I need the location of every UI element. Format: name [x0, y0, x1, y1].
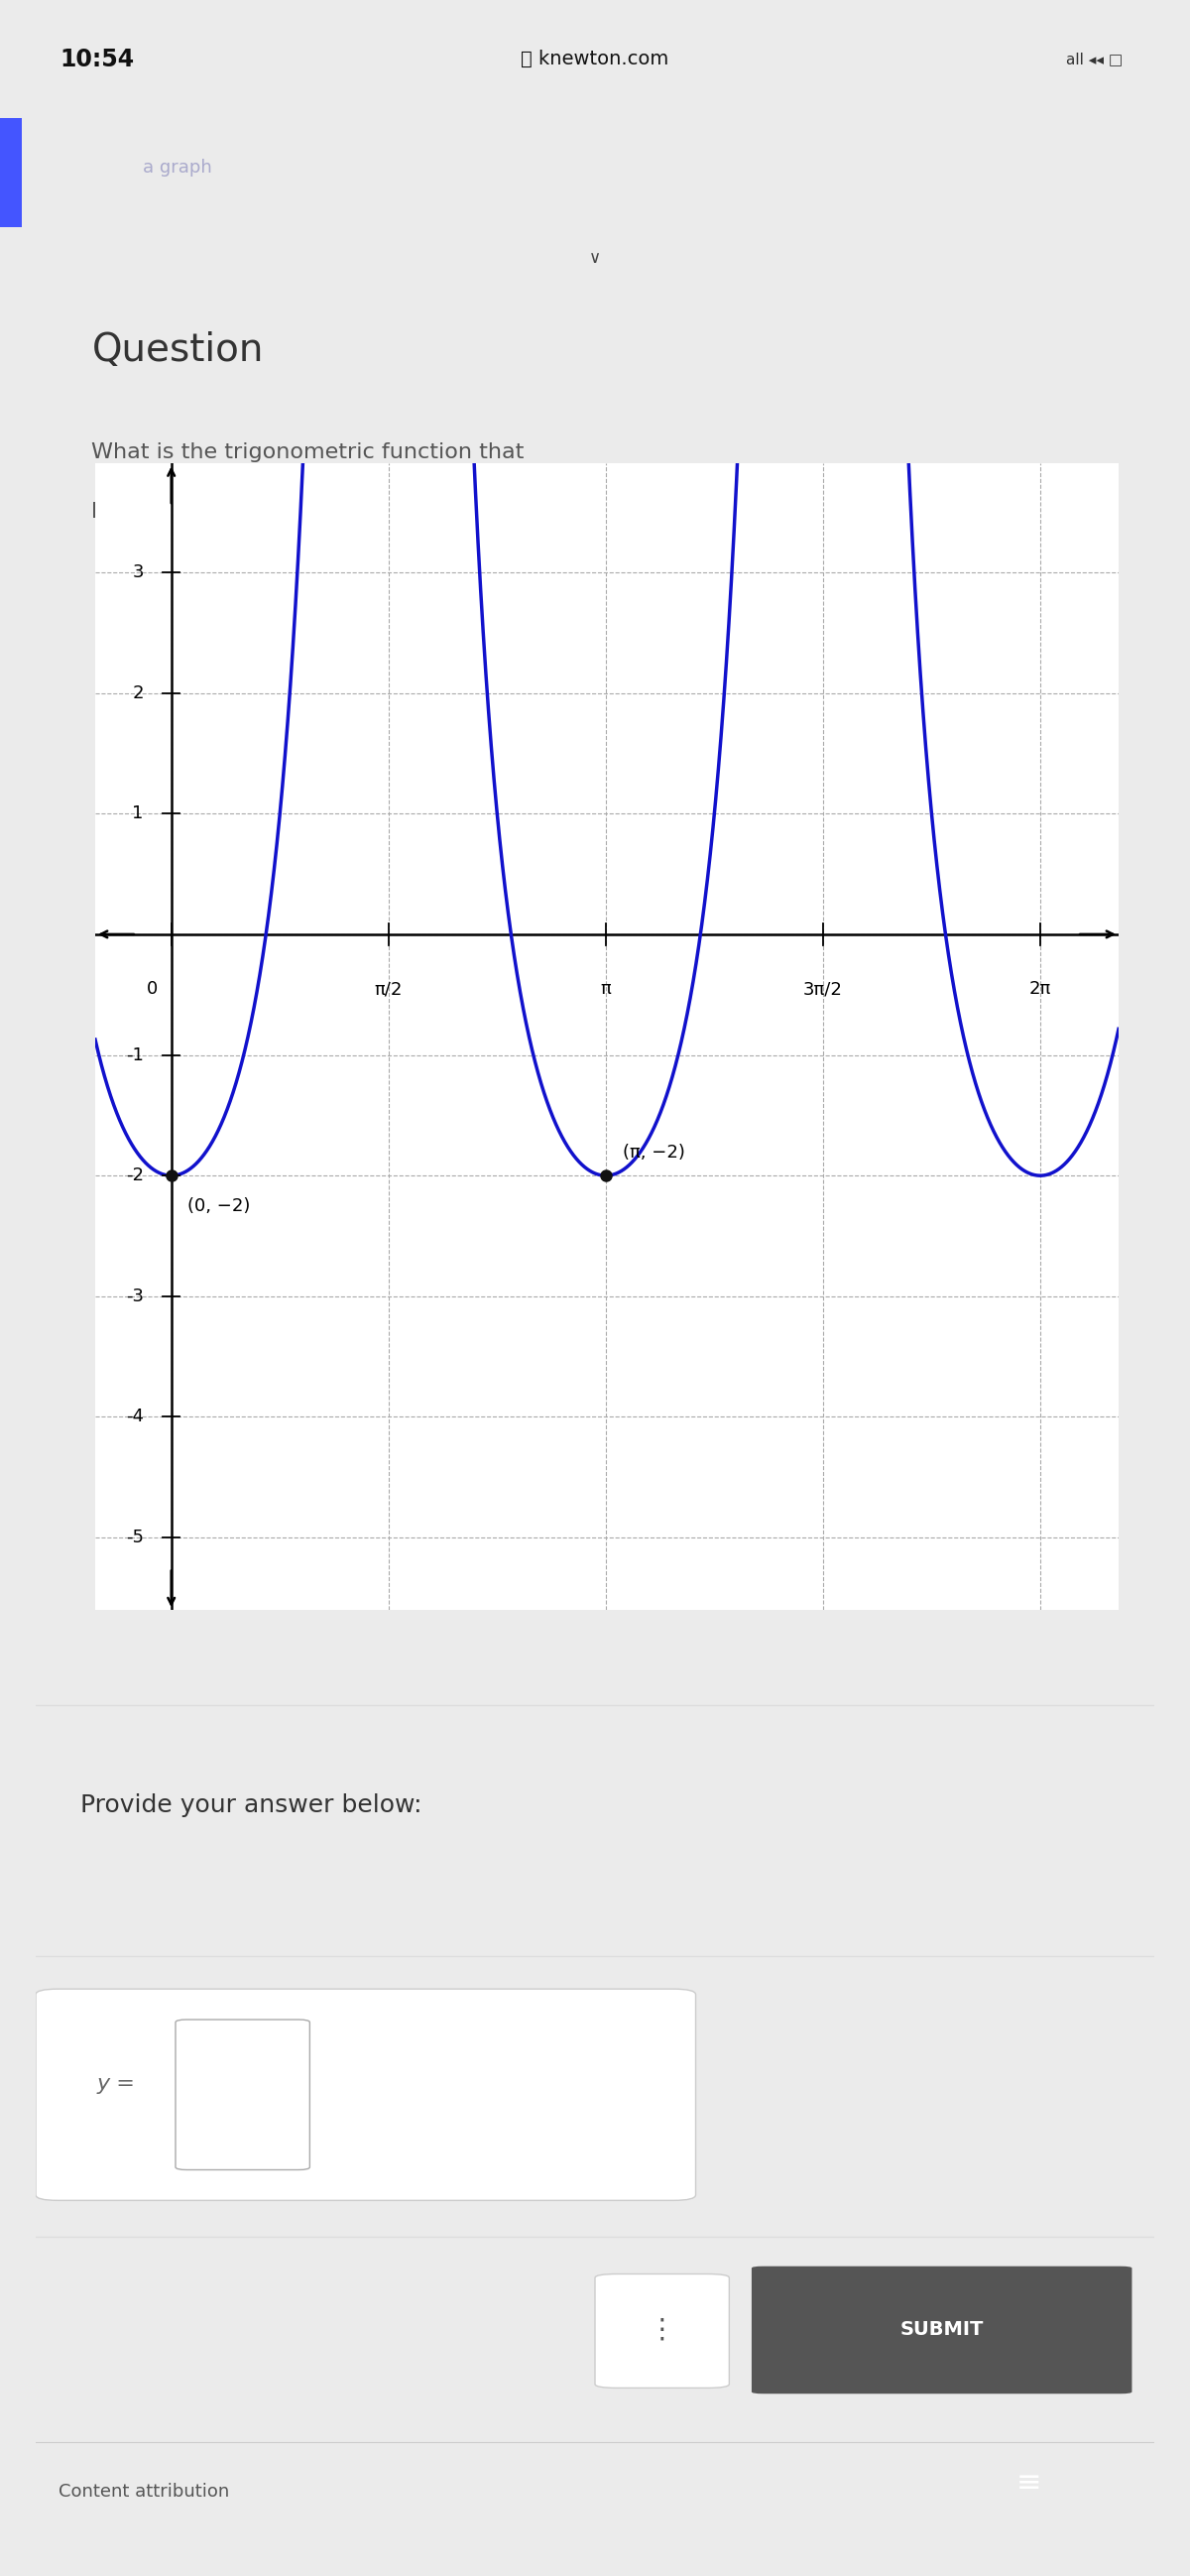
Text: -1: -1	[126, 1046, 144, 1064]
Text: ⋮: ⋮	[649, 2316, 676, 2344]
Text: produces the graph given below?: produces the graph given below?	[92, 497, 459, 518]
Text: 🔒 knewton.com: 🔒 knewton.com	[521, 49, 669, 70]
Text: Provide your answer below:: Provide your answer below:	[81, 1793, 422, 1816]
Text: 1: 1	[132, 804, 144, 822]
FancyBboxPatch shape	[752, 2267, 1132, 2393]
Text: SUBMIT: SUBMIT	[900, 2321, 984, 2339]
Text: -4: -4	[126, 1409, 144, 1427]
Text: Content attribution: Content attribution	[58, 2483, 228, 2501]
Text: 2π: 2π	[1029, 979, 1051, 997]
Text: Question: Question	[92, 332, 263, 368]
FancyBboxPatch shape	[36, 1989, 696, 2200]
Text: π/2: π/2	[375, 979, 402, 997]
Text: 2: 2	[132, 685, 144, 701]
Text: What is the trigonometric function that: What is the trigonometric function that	[92, 443, 525, 461]
FancyBboxPatch shape	[595, 2275, 729, 2388]
Text: 3: 3	[132, 564, 144, 582]
Text: 3π/2: 3π/2	[803, 979, 843, 997]
Bar	[0, 118, 21, 227]
Text: (π, −2): (π, −2)	[622, 1144, 684, 1162]
Text: ∨: ∨	[589, 250, 601, 268]
Text: π: π	[601, 979, 612, 997]
Text: (0, −2): (0, −2)	[188, 1198, 251, 1216]
Text: 10:54: 10:54	[60, 46, 134, 72]
FancyBboxPatch shape	[176, 2020, 309, 2169]
Text: -3: -3	[126, 1288, 144, 1306]
Text: 0: 0	[146, 979, 157, 997]
Text: all ◂◂ □: all ◂◂ □	[1066, 52, 1123, 67]
Text: -2: -2	[126, 1167, 144, 1185]
Text: ≡: ≡	[1016, 2468, 1042, 2499]
Text: a graph: a graph	[143, 157, 212, 175]
Text: y =: y =	[98, 2074, 136, 2094]
Text: -5: -5	[126, 1528, 144, 1546]
